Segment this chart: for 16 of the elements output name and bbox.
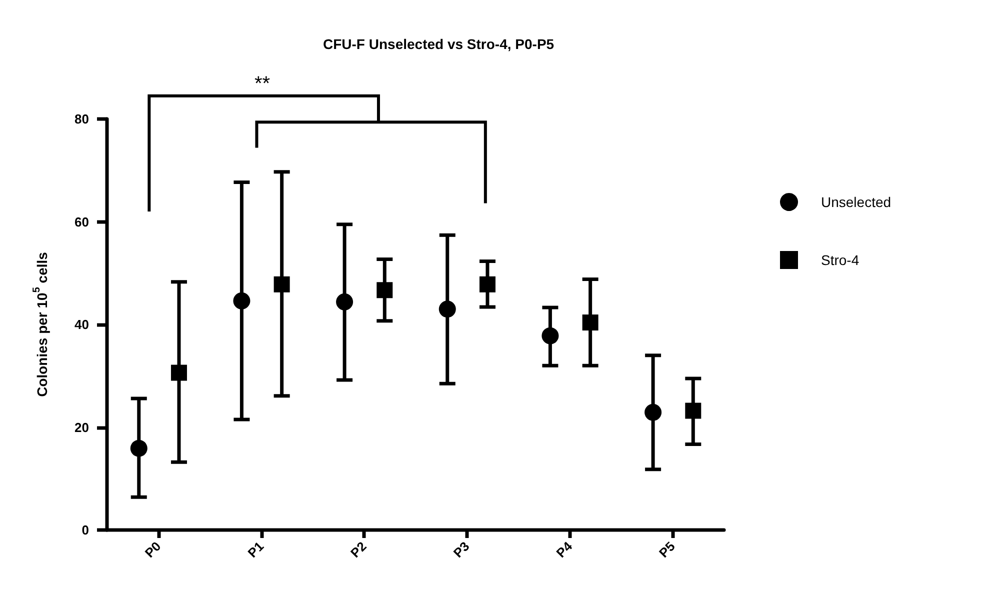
x-tick-label: P1: [244, 538, 267, 561]
x-tick-label: P4: [553, 538, 576, 561]
x-tick-label: P0: [142, 538, 164, 561]
y-tick-label: 20: [74, 420, 89, 435]
x-tick-label: P3: [450, 538, 472, 561]
y-tick-label: 0: [82, 522, 89, 538]
legend-label: Stro-4: [821, 252, 860, 268]
y-tick-label: 60: [74, 214, 89, 230]
legend-label: Unselected: [821, 194, 892, 210]
y-axis-title: Colonies per 105 cells: [32, 252, 50, 397]
text: **: [254, 72, 270, 95]
chart-title: CFU-F Unselected vs Stro-4, P0-P5: [323, 36, 554, 52]
y-tick-label: 40: [74, 317, 89, 332]
x-tick-label: P2: [348, 538, 370, 561]
y-tick-label: 80: [74, 112, 89, 126]
x-tick-label: P5: [656, 538, 678, 561]
